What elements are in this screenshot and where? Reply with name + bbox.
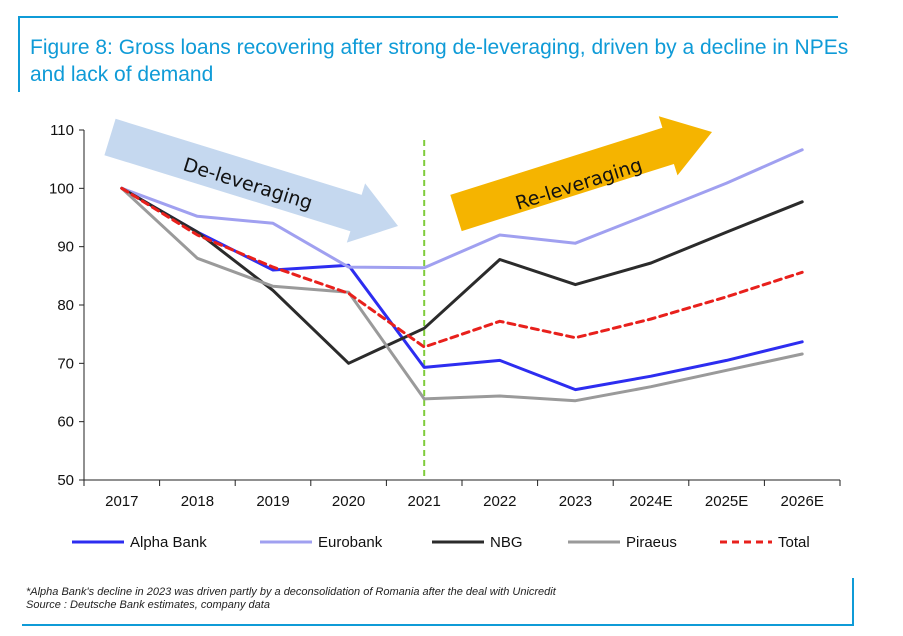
legend-label-nbg: NBG <box>490 534 523 551</box>
deleveraging-arrow <box>104 118 399 243</box>
releveraging-arrow <box>450 116 712 232</box>
y-tick-label: 90 <box>57 239 74 256</box>
legend-label-eurobank: Eurobank <box>318 534 383 551</box>
footnote-text: *Alpha Bank's decline in 2023 was driven… <box>26 586 556 598</box>
legend-label-total: Total <box>778 534 810 551</box>
y-tick-label: 100 <box>49 180 74 197</box>
series-line-piraeus <box>120 186 804 403</box>
frame-left-rule <box>18 16 20 92</box>
axes: 50 60 70 80 90 100 110 2017 2018 2019 2020 2021 2022… <box>49 122 841 510</box>
x-tick-label: 2019 <box>256 493 289 510</box>
y-tick-label: 60 <box>57 414 74 431</box>
y-tick-label: 50 <box>57 472 74 489</box>
annotation-arrows: De-leveraging Re-leveraging <box>104 116 712 243</box>
series-line-total <box>120 186 804 349</box>
x-tick-label: 2020 <box>332 493 365 510</box>
y-tick-label: 80 <box>57 297 74 314</box>
x-tick-label: 2017 <box>105 493 138 510</box>
series-line-alpha-bank <box>120 186 804 392</box>
legend-label-piraeus: Piraeus <box>626 534 677 551</box>
x-tick-label: 2024E <box>629 493 672 510</box>
x-tick-label: 2021 <box>408 493 441 510</box>
legend: Alpha Bank Eurobank NBG Piraeus Total <box>72 534 810 551</box>
source-text: Source : Deutsche Bank estimates, compan… <box>26 599 270 611</box>
chart-canvas: De-leveraging Re-leveraging 50 60 70 80 90 100… <box>49 116 841 551</box>
x-tick-label: 2023 <box>559 493 592 510</box>
x-tick-label: 2025E <box>705 493 748 510</box>
y-tick-label: 110 <box>50 122 74 139</box>
x-tick-label: 2018 <box>181 493 214 510</box>
series-lines <box>120 148 804 403</box>
x-tick-label: 2026E <box>781 493 824 510</box>
frame-top-rule <box>18 16 838 18</box>
y-tick-label: 70 <box>57 355 74 372</box>
legend-label-alpha-bank: Alpha Bank <box>130 534 207 551</box>
x-tick-label: 2022 <box>483 493 516 510</box>
series-line-nbg <box>120 186 804 365</box>
chart-title: Figure 8: Gross loans recovering after s… <box>30 36 849 86</box>
series-line-eurobank <box>120 148 804 270</box>
footnote-block: *Alpha Bank's decline in 2023 was driven… <box>26 586 556 612</box>
frame-bottom-rule <box>22 624 854 626</box>
frame-right-rule <box>852 578 854 626</box>
